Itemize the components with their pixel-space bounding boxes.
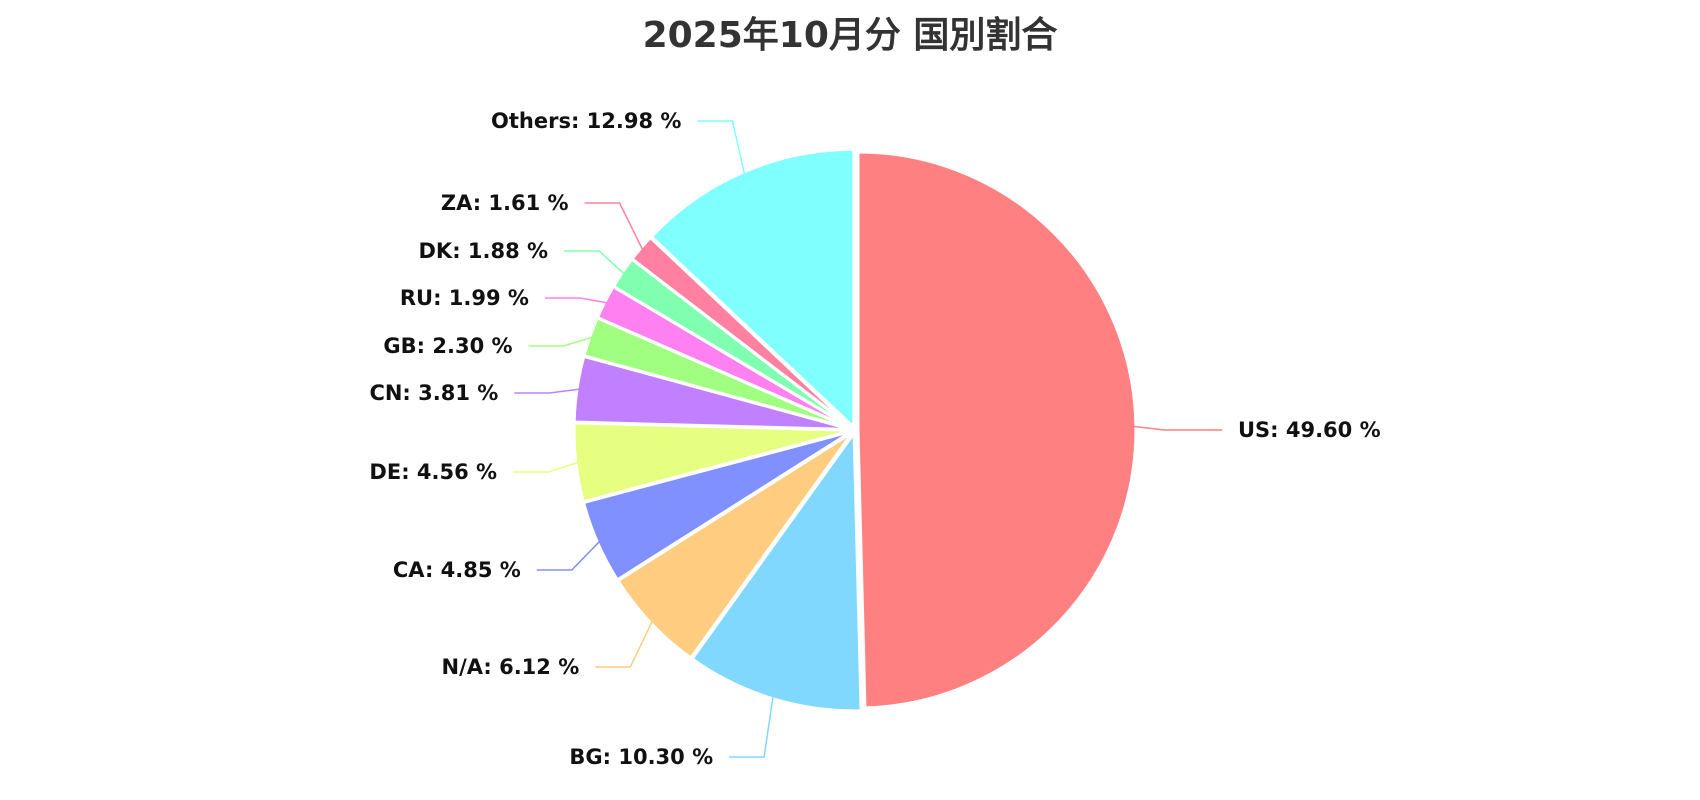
leader-line-ru	[545, 297, 607, 304]
slice-label-za: ZA: 1.61 %	[441, 191, 569, 215]
leader-line-ca	[536, 541, 600, 571]
chart-title: 2025年10月分 国別割合	[642, 15, 1058, 56]
labels-layer: US: 49.60 % BG: 10.30 % N/A: 6.12 % CA: 4.8…	[369, 109, 1380, 769]
leader-line-us	[1133, 425, 1222, 431]
leader-line-dk	[564, 250, 625, 275]
leader-line-gb	[528, 336, 593, 347]
slice-label-ru: RU: 1.99 %	[400, 286, 529, 310]
slice-label-n-a: N/A: 6.12 %	[442, 655, 580, 679]
leader-line-bg	[729, 696, 774, 758]
slice-label-gb: GB: 2.30 %	[383, 334, 512, 358]
leader-line-others	[697, 120, 746, 175]
slice-label-dk: DK: 1.88 %	[419, 239, 549, 263]
leader-line-de	[513, 461, 579, 473]
pie-slice-us[interactable]	[856, 150, 1138, 710]
leader-line-cn	[514, 388, 580, 394]
slice-label-cn: CN: 3.81 %	[369, 381, 498, 405]
slice-label-ca: CA: 4.85 %	[393, 558, 521, 582]
slices-layer	[572, 147, 1138, 713]
slice-label-us: US: 49.60 %	[1238, 418, 1381, 442]
leaders-layer	[513, 120, 1222, 758]
leader-line-za	[584, 202, 644, 250]
slice-label-bg: BG: 10.30 %	[569, 745, 713, 769]
leader-line-n-a	[595, 621, 653, 668]
slice-label-de: DE: 4.56 %	[369, 460, 497, 484]
slice-label-others: Others: 12.98 %	[491, 109, 681, 133]
